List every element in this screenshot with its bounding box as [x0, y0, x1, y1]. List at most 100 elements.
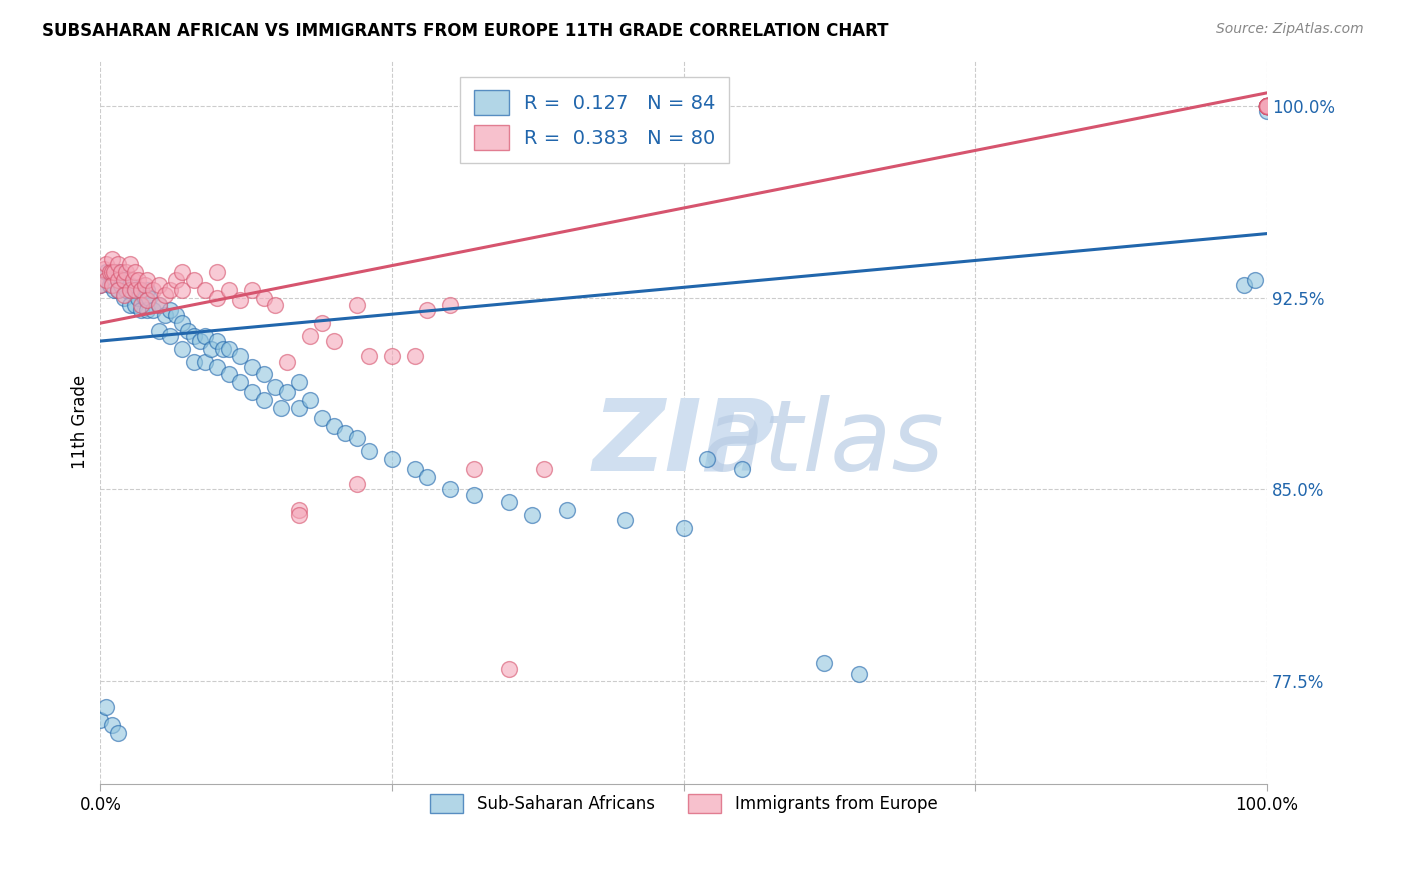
Point — [194, 283, 217, 297]
Point — [439, 483, 461, 497]
Point — [346, 431, 368, 445]
Point — [170, 283, 193, 297]
Point — [1256, 103, 1278, 118]
Point — [124, 283, 146, 297]
Point — [112, 273, 135, 287]
Point — [200, 342, 222, 356]
Point — [148, 298, 170, 312]
Point — [101, 277, 124, 292]
Point — [138, 291, 160, 305]
Point — [101, 252, 124, 267]
Point — [1256, 98, 1278, 112]
Point — [404, 462, 426, 476]
Text: atlas: atlas — [703, 395, 945, 491]
Point — [129, 283, 152, 297]
Point — [381, 451, 404, 466]
Point — [229, 375, 252, 389]
Point — [136, 303, 159, 318]
Point — [1256, 98, 1278, 112]
Point — [98, 277, 121, 292]
Point — [731, 462, 754, 476]
Point — [136, 283, 159, 297]
Point — [205, 334, 228, 348]
Point — [696, 451, 718, 466]
Point — [96, 700, 118, 714]
Point — [112, 273, 135, 287]
Point — [813, 657, 835, 671]
Point — [299, 329, 322, 343]
Point — [1256, 98, 1278, 112]
Point — [287, 375, 309, 389]
Point — [276, 354, 298, 368]
Point — [205, 359, 228, 374]
Point — [498, 495, 520, 509]
Point — [205, 265, 228, 279]
Y-axis label: 11th Grade: 11th Grade — [72, 375, 89, 468]
Point — [381, 350, 404, 364]
Point — [142, 303, 165, 318]
Point — [183, 329, 205, 343]
Point — [93, 262, 115, 277]
Point — [165, 273, 187, 287]
Point — [218, 368, 240, 382]
Point — [112, 291, 135, 305]
Point — [322, 334, 344, 348]
Point — [159, 283, 181, 297]
Point — [183, 354, 205, 368]
Point — [404, 350, 426, 364]
Point — [211, 342, 233, 356]
Text: ZIP: ZIP — [592, 395, 775, 491]
Point — [142, 283, 165, 297]
Point — [118, 277, 141, 292]
Point — [1256, 98, 1278, 112]
Point — [118, 298, 141, 312]
Point — [1256, 98, 1278, 112]
Point — [357, 444, 380, 458]
Point — [1256, 98, 1278, 112]
Point — [107, 273, 129, 287]
Point — [322, 418, 344, 433]
Point — [276, 385, 298, 400]
Point — [311, 410, 333, 425]
Point — [134, 291, 156, 305]
Point — [218, 283, 240, 297]
Point — [439, 298, 461, 312]
Point — [672, 521, 695, 535]
Point — [1256, 98, 1278, 112]
Point — [96, 273, 118, 287]
Point — [264, 380, 287, 394]
Point — [129, 303, 152, 318]
Point — [229, 350, 252, 364]
Point — [148, 324, 170, 338]
Point — [1256, 98, 1278, 112]
Point — [129, 298, 152, 312]
Point — [124, 298, 146, 312]
Point — [520, 508, 543, 522]
Point — [240, 359, 263, 374]
Point — [346, 298, 368, 312]
Legend: Sub-Saharan Africans, Immigrants from Europe: Sub-Saharan Africans, Immigrants from Eu… — [416, 780, 950, 826]
Point — [170, 342, 193, 356]
Point — [124, 283, 146, 297]
Point — [1256, 98, 1278, 112]
Point — [1232, 277, 1254, 292]
Point — [96, 265, 118, 279]
Point — [110, 277, 132, 292]
Point — [311, 316, 333, 330]
Point — [103, 265, 125, 279]
Point — [463, 487, 485, 501]
Point — [194, 354, 217, 368]
Point — [498, 662, 520, 676]
Point — [270, 401, 292, 415]
Point — [170, 265, 193, 279]
Point — [159, 303, 181, 318]
Point — [240, 283, 263, 297]
Point — [1256, 98, 1278, 112]
Point — [287, 401, 309, 415]
Point — [96, 257, 118, 271]
Point — [115, 283, 138, 297]
Point — [107, 257, 129, 271]
Point — [229, 293, 252, 307]
Point — [555, 503, 578, 517]
Point — [177, 324, 200, 338]
